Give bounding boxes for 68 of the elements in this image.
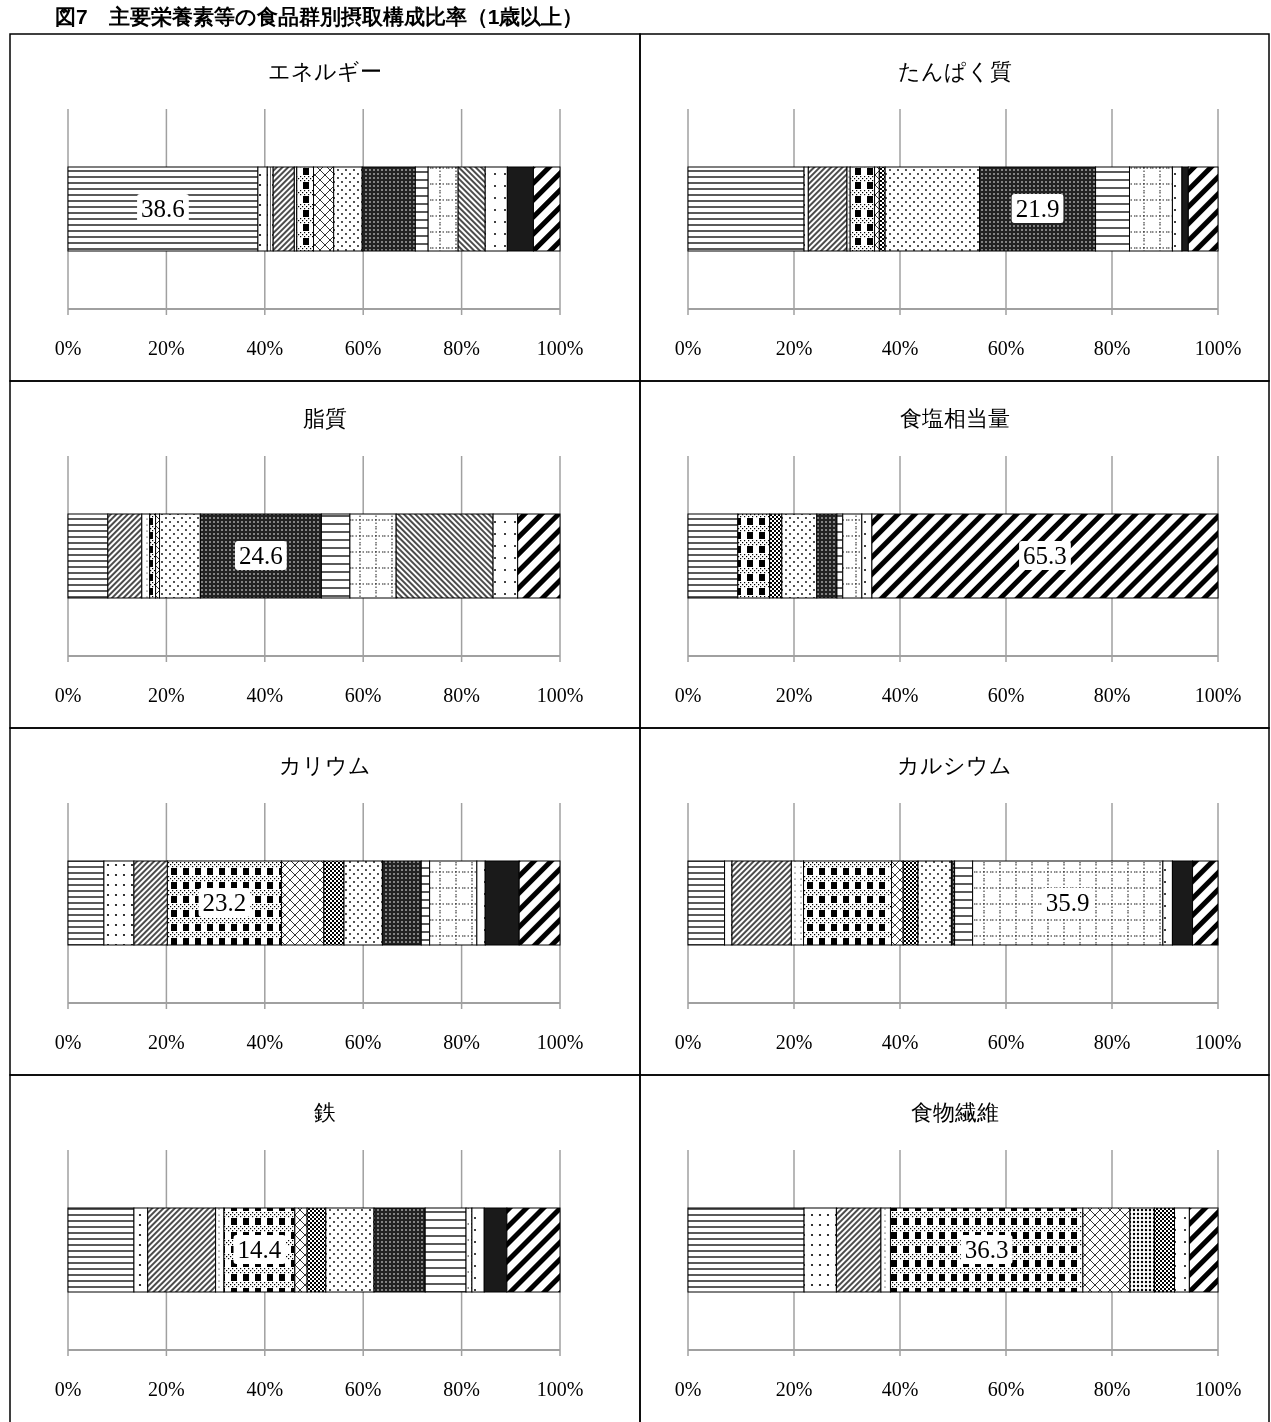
data-label: 21.9	[1015, 195, 1060, 222]
x-tick-label: 100%	[1194, 337, 1242, 359]
x-tick-label: 60%	[344, 1378, 382, 1400]
x-tick-label: 40%	[246, 1378, 284, 1400]
x-tick-label: 40%	[881, 1031, 919, 1053]
x-tick-label: 100%	[1194, 1031, 1242, 1053]
x-tick-label: 60%	[987, 1031, 1025, 1053]
x-tick-label: 0%	[54, 1378, 82, 1400]
x-tick-label: 80%	[1093, 337, 1131, 359]
data-label: 36.3	[964, 1236, 1009, 1263]
x-tick-label: 20%	[775, 337, 813, 359]
chart-title: 食塩相当量	[899, 406, 1010, 431]
chart-title: 食物繊維	[910, 1100, 999, 1125]
x-tick-label: 100%	[1194, 1378, 1242, 1400]
x-tick-label: 60%	[987, 684, 1025, 706]
x-tick-label: 60%	[987, 1378, 1025, 1400]
x-tick-label: 40%	[246, 337, 284, 359]
x-tick-label: 40%	[246, 684, 284, 706]
x-tick-label: 0%	[674, 337, 702, 359]
data-label: 23.2	[202, 889, 247, 916]
x-tick-label: 80%	[443, 1031, 480, 1053]
bar	[849, 166, 876, 252]
x-tick-label: 80%	[1093, 1031, 1131, 1053]
x-tick-label: 100%	[536, 1378, 584, 1400]
x-tick-label: 60%	[987, 337, 1025, 359]
data-label: 35.9	[1045, 889, 1090, 916]
data-label: 38.6	[141, 195, 185, 222]
x-tick-label: 60%	[344, 1031, 382, 1053]
x-tick-label: 0%	[54, 337, 82, 359]
x-tick-label: 40%	[881, 1378, 919, 1400]
x-tick-label: 100%	[536, 337, 584, 359]
x-tick-label: 80%	[443, 1378, 480, 1400]
x-tick-label: 80%	[1093, 684, 1131, 706]
x-tick-label: 40%	[881, 684, 919, 706]
x-tick-label: 40%	[881, 337, 919, 359]
chart-title: エネルギー	[268, 59, 382, 84]
x-tick-label: 20%	[148, 1378, 185, 1400]
x-tick-label: 20%	[775, 684, 813, 706]
x-tick-label: 80%	[443, 684, 480, 706]
text: 図7 主要栄養素等の食品群別摂取構成比率（1歳以上）	[55, 5, 584, 28]
x-tick-label: 40%	[246, 1031, 284, 1053]
x-tick-label: 100%	[536, 684, 584, 706]
chart-title: カリウム	[279, 753, 371, 778]
x-tick-label: 20%	[148, 684, 185, 706]
x-tick-label: 0%	[674, 1031, 702, 1053]
x-tick-label: 0%	[54, 1031, 82, 1053]
x-tick-label: 20%	[775, 1031, 813, 1053]
x-tick-label: 60%	[344, 337, 382, 359]
chart-title: たんぱく質	[897, 59, 1012, 84]
data-label: 65.3	[1023, 542, 1067, 569]
data-label: 24.6	[238, 542, 283, 569]
x-tick-label: 0%	[674, 684, 702, 706]
x-tick-label: 20%	[148, 1031, 185, 1053]
bar	[807, 166, 848, 252]
x-tick-label: 0%	[674, 1378, 702, 1400]
data-label: 14.4	[237, 1236, 282, 1263]
x-tick-label: 20%	[148, 337, 185, 359]
x-tick-label: 80%	[443, 337, 480, 359]
x-tick-label: 100%	[536, 1031, 584, 1053]
chart-title: 脂質	[303, 406, 347, 431]
x-tick-label: 60%	[344, 684, 382, 706]
x-tick-label: 20%	[775, 1378, 813, 1400]
x-tick-label: 80%	[1093, 1378, 1131, 1400]
chart-title: カルシウム	[897, 753, 1012, 778]
bar	[687, 166, 805, 252]
x-tick-label: 100%	[1194, 684, 1242, 706]
chart-title: 鉄	[314, 1100, 336, 1125]
x-tick-label: 0%	[54, 684, 82, 706]
